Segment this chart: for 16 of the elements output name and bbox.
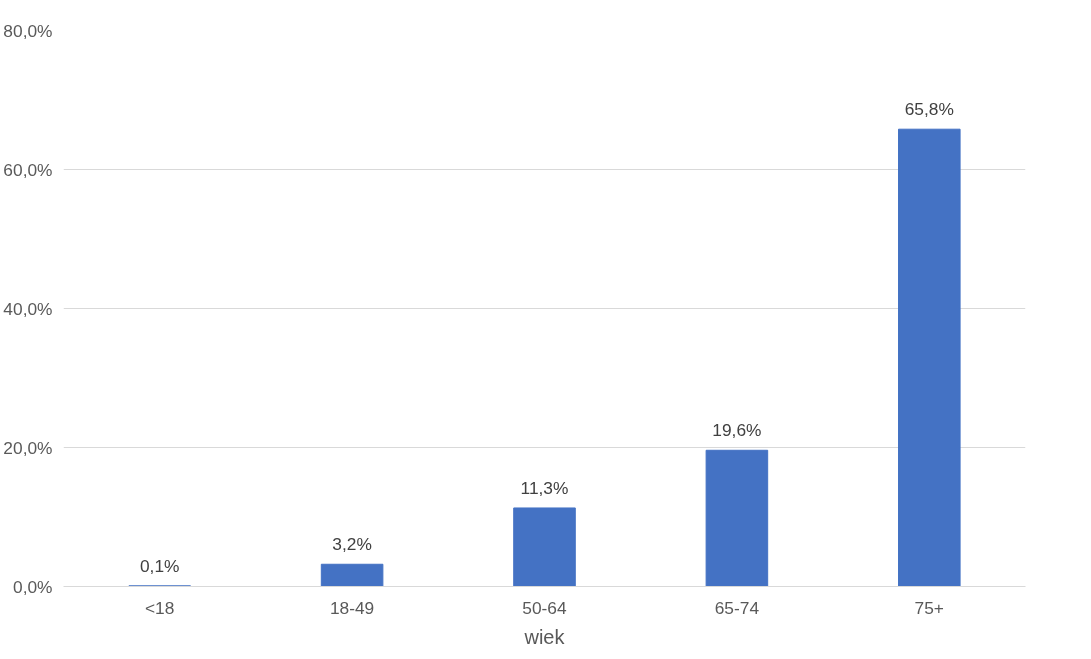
x-tick-label: <18 [145,597,175,618]
x-axis-title: wiek [523,625,566,648]
x-tick-label: 50-64 [522,597,568,618]
data-label: 0,1% [139,555,180,576]
x-tick-label: 18-49 [329,597,375,618]
x-tick-label: 65-74 [714,597,760,618]
y-tick-label: 60,0% [3,159,53,180]
data-label: 3,2% [332,534,372,555]
y-tick-label: 20,0% [3,437,53,458]
data-label: 19,6% [712,420,762,441]
y-tick-label: 40,0% [3,298,53,319]
y-tick-label: 0,0% [13,576,53,597]
y-tick-label: 80,0% [3,20,53,41]
x-tick-label: 75+ [914,597,945,618]
data-label: 11,3% [520,477,569,498]
data-label: 65,8% [904,99,954,120]
